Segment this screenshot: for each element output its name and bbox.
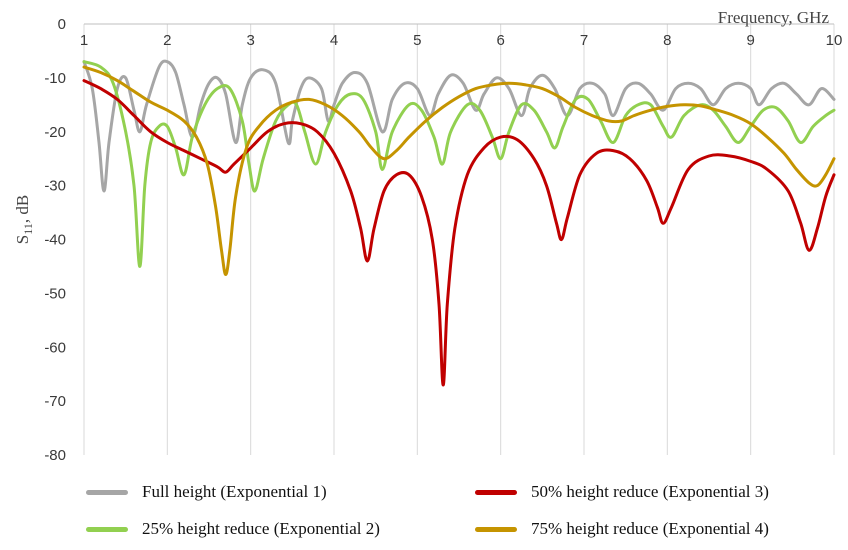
y-axis-title: S11, dB — [13, 195, 35, 244]
legend-swatch-series-1 — [86, 489, 128, 495]
x-tick-labels: 1 2 3 4 5 6 7 8 9 10 — [80, 32, 843, 49]
x-tick-4: 4 — [330, 32, 338, 49]
legend-item-series-2: 25% height reduce (Exponential 2) — [86, 519, 380, 539]
series-line-3 — [82, 79, 836, 387]
legend-swatch-series-2 — [86, 526, 128, 532]
legend-label-series-3: 50% height reduce (Exponential 3) — [531, 482, 769, 501]
y-axis-title-main: S — [13, 235, 32, 244]
legend-item-series-4: 75% height reduce (Exponential 4) — [475, 519, 769, 539]
x-tick-10: 10 — [826, 32, 843, 49]
y-axis-title-unit: , dB — [13, 195, 32, 223]
series-line-1 — [82, 59, 836, 193]
legend-label-series-1: Full height (Exponential 1) — [142, 482, 327, 501]
legend-item-series-1: Full height (Exponential 1) — [86, 482, 327, 502]
legend-label-series-4: 75% height reduce (Exponential 4) — [531, 519, 769, 538]
y-tick-0: 0 — [58, 16, 66, 33]
legend-swatch-series-4 — [475, 526, 517, 532]
y-tick--60: -60 — [44, 339, 66, 356]
y-tick--20: -20 — [44, 124, 66, 141]
y-tick--70: -70 — [44, 393, 66, 410]
series-line-2 — [82, 60, 836, 268]
y-axis-title-sub: 11 — [21, 223, 35, 235]
y-tick--40: -40 — [44, 232, 66, 249]
x-tick-5: 5 — [413, 32, 421, 49]
y-tick--30: -30 — [44, 178, 66, 195]
x-tick-2: 2 — [163, 32, 171, 49]
gridlines — [83, 24, 835, 455]
series-line-4 — [82, 65, 836, 276]
legend-item-series-3: 50% height reduce (Exponential 3) — [475, 482, 769, 502]
x-tick-7: 7 — [580, 32, 588, 49]
series-lines — [82, 59, 836, 387]
y-tick--50: -50 — [44, 285, 66, 302]
x-tick-1: 1 — [80, 32, 88, 49]
legend-label-series-2: 25% height reduce (Exponential 2) — [142, 519, 380, 538]
x-tick-6: 6 — [496, 32, 504, 49]
legend-swatch-series-3 — [475, 489, 517, 495]
y-tick--80: -80 — [44, 447, 66, 464]
x-tick-8: 8 — [663, 32, 671, 49]
y-tick--10: -10 — [44, 70, 66, 87]
x-tick-9: 9 — [746, 32, 754, 49]
y-tick-labels: 0 -10 -20 -30 -40 -50 -60 -70 -80 — [44, 16, 66, 464]
x-axis-title: Frequency, GHz — [718, 8, 830, 27]
x-tick-3: 3 — [246, 32, 254, 49]
